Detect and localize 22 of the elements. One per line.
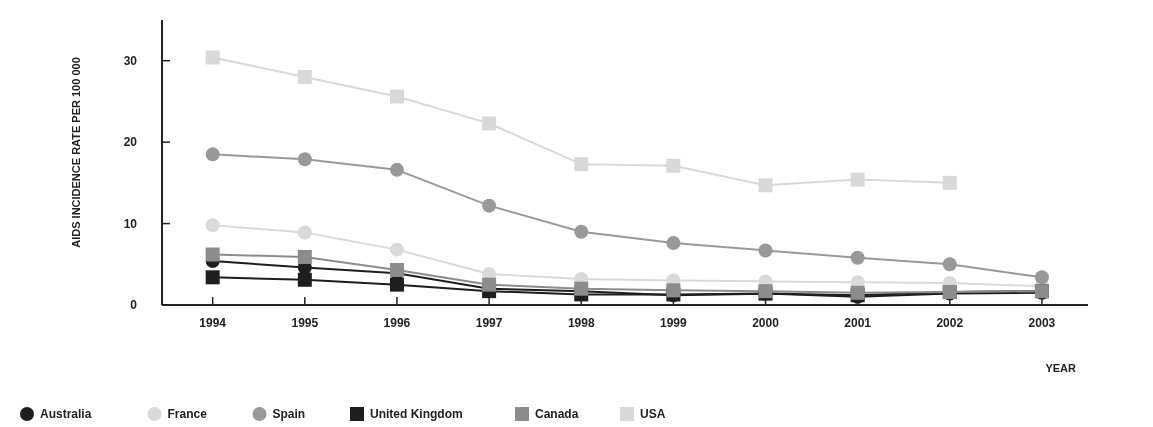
y-tick-label: 30 <box>123 53 138 68</box>
x-tick-label: 2002 <box>936 316 964 330</box>
y-tick-label: 0 <box>130 298 138 313</box>
legend-label: France <box>167 407 208 422</box>
x-axis-title: YEAR <box>1045 362 1077 374</box>
x-tick-label: 2003 <box>1028 316 1056 330</box>
legend-label: United Kingdom <box>370 407 463 422</box>
x-tick-label: 1998 <box>567 316 595 330</box>
x-tick-label: 2000 <box>752 316 780 330</box>
legend-label: Australia <box>40 407 92 422</box>
y-tick-label: 20 <box>123 135 138 150</box>
x-tick-label: 1995 <box>291 316 319 330</box>
y-axis-title: AIDS INCIDENCE RATE PER 100 000 <box>70 57 82 248</box>
y-tick-label: 10 <box>123 216 138 231</box>
x-tick-label: 1996 <box>383 316 411 330</box>
legend-label: USA <box>640 407 666 422</box>
legend-label: Spain <box>272 407 306 422</box>
x-tick-label: 1997 <box>475 316 503 330</box>
x-tick-label: 2001 <box>844 316 872 330</box>
x-tick-label: 1999 <box>660 316 688 330</box>
legend-label: Canada <box>535 407 579 422</box>
x-tick-label: 1994 <box>199 316 227 330</box>
